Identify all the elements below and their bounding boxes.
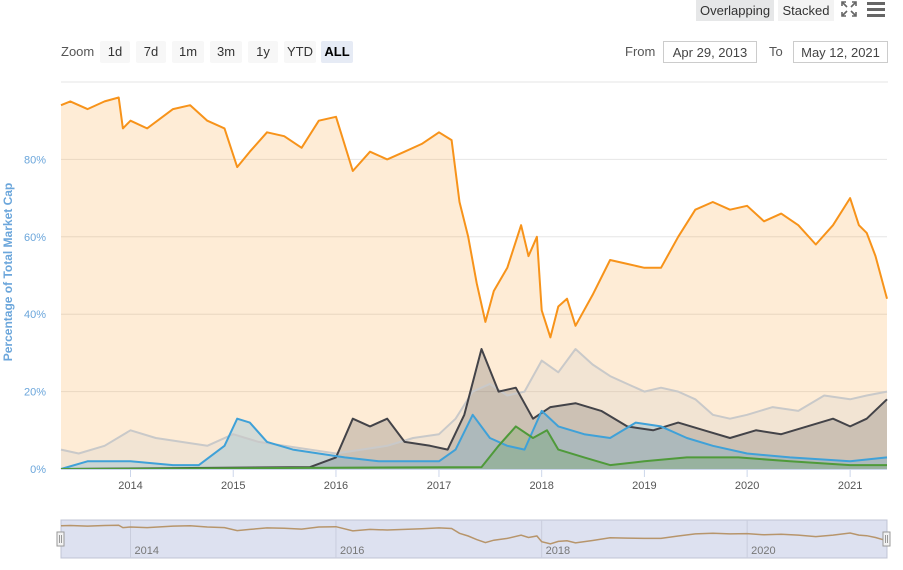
- dominance-chart: 0% 20% 40% 60% 80% 2014 2015 2016 2017 2018 2019 20…: [1, 81, 888, 492]
- y-tick-label: 0%: [30, 464, 46, 476]
- series-line-blue_series: [60, 409, 888, 470]
- hamburger-menu-icon[interactable]: [866, 0, 886, 18]
- series-lines: [60, 96, 888, 470]
- navigator-tick-label: 2018: [546, 545, 570, 557]
- navigator-left-handle[interactable]: [56, 531, 65, 547]
- series-area-dark_series: [61, 349, 887, 469]
- navigator-ticks: 2014 2016 2018 2020: [135, 545, 776, 557]
- navigator-tick-label: 2014: [135, 545, 159, 557]
- y-tick-label: 20%: [24, 387, 46, 399]
- x-tick-label: 2018: [529, 480, 553, 492]
- to-label: To: [769, 44, 783, 59]
- series-line-light_series: [60, 348, 888, 455]
- x-tick-label: 2014: [118, 480, 142, 492]
- x-tick-label: 2021: [838, 480, 862, 492]
- zoom-label: Zoom: [61, 44, 95, 59]
- fullscreen-icon[interactable]: [840, 0, 858, 18]
- overlapping-button[interactable]: Overlapping: [696, 0, 774, 21]
- series-line-green_series: [60, 425, 887, 470]
- series-area-light_series: [61, 349, 887, 469]
- x-tick-label: 2017: [427, 480, 451, 492]
- x-tick-label: 2015: [221, 480, 245, 492]
- axes: 0% 20% 40% 60% 80% 2014 2015 2016 2017 2018 2019 20…: [24, 154, 887, 492]
- series-area-bitcoin: [61, 97, 887, 469]
- zoom-button-3m[interactable]: 3m: [210, 41, 242, 63]
- x-tick-label: 2019: [632, 480, 656, 492]
- navigator-tick-label: 2016: [340, 545, 364, 557]
- navigator-right-handle[interactable]: [882, 531, 891, 547]
- series-area-blue_series: [61, 410, 887, 469]
- from-label: From: [625, 44, 656, 59]
- series-line-dark_series: [60, 348, 888, 470]
- zoom-button-1m[interactable]: 1m: [172, 41, 204, 63]
- from-date-input[interactable]: Apr 29, 2013: [663, 41, 757, 63]
- zoom-button-ytd[interactable]: YTD: [284, 41, 316, 63]
- to-date-input[interactable]: May 12, 2021: [793, 41, 888, 63]
- y-tick-label: 80%: [24, 154, 46, 166]
- y-axis-title: Percentage of Total Market Cap: [1, 183, 15, 362]
- series-areas: [61, 97, 887, 469]
- navigator-tick-label: 2020: [751, 545, 775, 557]
- zoom-button-1y[interactable]: 1y: [248, 41, 278, 63]
- zoom-button-7d[interactable]: 7d: [136, 41, 166, 63]
- stacked-button[interactable]: Stacked: [778, 0, 834, 21]
- y-tick-label: 60%: [24, 232, 46, 244]
- zoom-button-1d[interactable]: 1d: [100, 41, 130, 63]
- zoom-button-all[interactable]: ALL: [321, 41, 353, 63]
- x-tick-label: 2020: [735, 480, 759, 492]
- series-line-bitcoin: [60, 96, 888, 339]
- y-tick-label: 40%: [24, 309, 46, 321]
- navigator-series-line: [60, 524, 888, 545]
- x-tick-label: 2016: [324, 480, 348, 492]
